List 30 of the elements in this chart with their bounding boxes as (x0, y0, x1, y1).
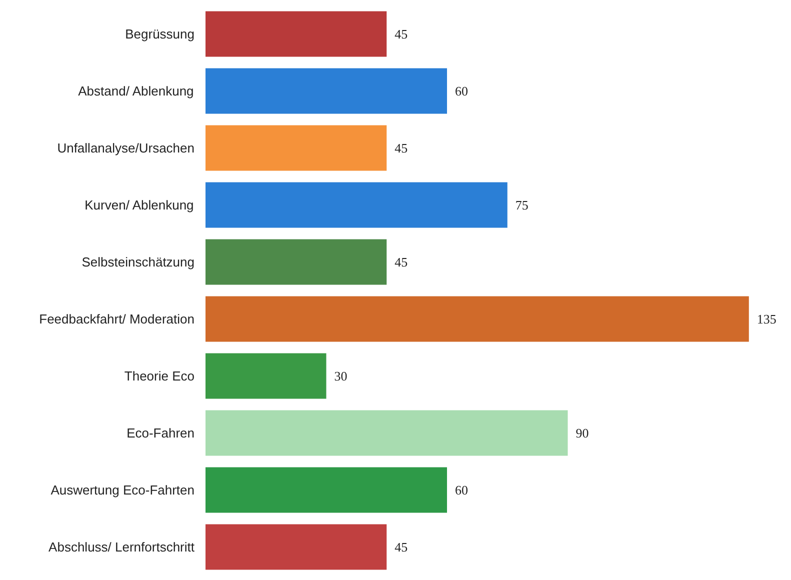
data-label: 90 (576, 426, 589, 440)
y-tick-label: Begrüssung (125, 26, 195, 42)
y-tick-label: Feedbackfahrt/ Moderation (39, 312, 195, 326)
bar (206, 353, 326, 399)
bar (206, 296, 749, 342)
bar (206, 11, 387, 57)
y-tick-label: Abstand/ Ablenkung (78, 84, 194, 98)
bar (206, 239, 387, 285)
data-label: 45 (394, 254, 408, 270)
y-tick-label: Eco-Fahren (126, 426, 194, 440)
bar (206, 410, 568, 456)
data-label: 75 (515, 198, 528, 212)
data-label: 45 (394, 26, 408, 42)
y-tick-label: Theorie Eco (124, 368, 195, 384)
data-label: 60 (455, 84, 468, 98)
y-tick-label: Selbsteinschätzung (82, 254, 195, 270)
data-label: 45 (394, 140, 408, 156)
bar (206, 125, 387, 171)
bar (206, 182, 508, 228)
y-tick-label: Abschluss/ Lernfortschritt (48, 540, 195, 554)
data-label: 60 (455, 482, 468, 498)
bar (206, 467, 448, 513)
bar (206, 68, 448, 114)
y-tick-label: Unfallanalyse/Ursachen (57, 140, 195, 156)
data-label: 135 (756, 312, 776, 326)
data-label: 45 (394, 540, 408, 554)
y-tick-label: Kurven/ Ablenkung (84, 198, 194, 212)
bar (206, 524, 387, 570)
y-tick-label: Auswertung Eco-Fahrten (50, 482, 195, 498)
data-label: 30 (334, 368, 348, 384)
